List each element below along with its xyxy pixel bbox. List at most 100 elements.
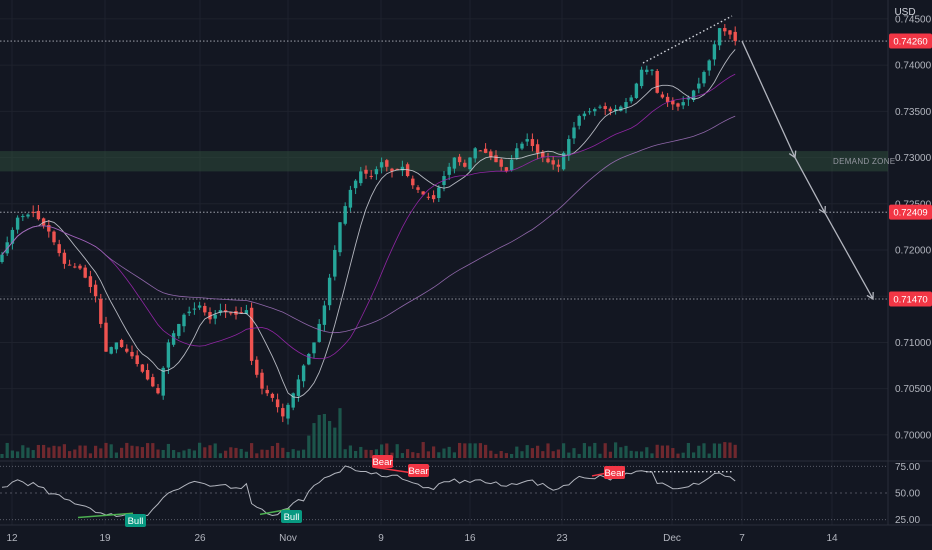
candle-body — [379, 162, 384, 168]
candle-body — [197, 305, 202, 308]
candle-body — [587, 111, 592, 113]
volume-bar — [385, 443, 389, 458]
candle-body — [322, 305, 327, 325]
candle-body — [489, 151, 493, 158]
candle-body — [156, 387, 160, 394]
volume-bar — [588, 446, 592, 458]
volume-bar — [380, 444, 384, 458]
price-label-value: 0.72409 — [893, 208, 927, 219]
volume-bar — [156, 449, 160, 458]
candle-body — [509, 159, 514, 170]
projection-arrow-line — [824, 212, 874, 300]
volume-bar — [166, 443, 170, 458]
volume-bar — [629, 450, 633, 458]
volume-bar — [317, 414, 321, 458]
volume-bar — [250, 443, 254, 458]
volume-bar — [52, 445, 56, 458]
candle-body — [608, 108, 613, 112]
volume-bar — [343, 449, 347, 458]
volume-bar — [151, 443, 155, 458]
candle-body — [47, 225, 51, 232]
time-axis[interactable]: 12 19 26 Nov 9 16 23 Dec 7 14 — [6, 533, 838, 544]
volume-bar — [374, 449, 378, 458]
volume-bar — [21, 445, 25, 458]
volume-bar — [666, 445, 670, 458]
candle-body — [385, 160, 389, 167]
volume-bar — [296, 450, 300, 458]
rsi-axis[interactable]: 75.00 50.00 25.00 — [895, 462, 920, 526]
volume-bar — [458, 442, 462, 458]
signal-tag-badge — [125, 514, 146, 527]
candle-body — [561, 152, 566, 170]
candle-body — [374, 169, 379, 175]
candle-body — [93, 284, 98, 297]
price-tick-label: 0.73500 — [895, 107, 932, 118]
time-tick-label: 7 — [739, 533, 745, 544]
volume-bar — [10, 450, 14, 458]
volume-bar — [577, 453, 581, 458]
candle-body — [26, 214, 30, 217]
volume-bar — [463, 443, 467, 458]
time-tick-label: Dec — [663, 533, 681, 544]
candle-body — [265, 389, 269, 394]
volume-bar — [681, 452, 685, 458]
volume-bar — [218, 453, 222, 458]
candle-body — [400, 166, 405, 171]
volume-bar — [62, 444, 66, 458]
volume-bar — [42, 444, 46, 458]
candle-body — [681, 102, 685, 106]
candle-body — [390, 168, 394, 172]
candle-body — [260, 372, 264, 389]
volume-bar — [161, 449, 165, 458]
price-label-value: 0.71470 — [893, 294, 927, 305]
volume-bar — [359, 446, 363, 458]
projection-arrow-line — [741, 40, 796, 158]
candle-body — [457, 156, 462, 163]
volume-bar — [468, 443, 472, 458]
volume-bar — [442, 448, 446, 458]
time-tick-label: 19 — [99, 533, 111, 544]
signal-tag-badge — [372, 455, 393, 468]
candle-body — [140, 364, 145, 372]
volume-bar — [707, 453, 711, 458]
candle-body — [452, 157, 457, 169]
candle-body — [229, 312, 233, 314]
candle-body — [161, 367, 165, 396]
moving-average-line — [1, 115, 736, 334]
volume-bar — [510, 453, 514, 458]
volume-bar — [671, 448, 675, 458]
volume-bar — [172, 450, 176, 458]
candle-body — [530, 139, 535, 146]
volume-bars — [0, 408, 737, 458]
candle-body — [171, 333, 176, 345]
volume-bar — [302, 449, 306, 458]
volume-bar — [640, 451, 644, 458]
candle-body — [52, 231, 56, 243]
candle-body — [99, 298, 103, 324]
volume-bar — [515, 446, 519, 458]
volume-bar — [255, 453, 259, 458]
candle-body — [244, 310, 249, 314]
candle-body — [421, 191, 425, 195]
demand-zone-label: DEMAND ZONE — [833, 157, 895, 166]
candle-body — [10, 229, 15, 244]
volume-bar — [88, 453, 92, 458]
price-tick-label: 0.70500 — [895, 384, 932, 395]
candle-body — [21, 216, 25, 218]
volume-bar — [551, 451, 555, 458]
volume-bar — [244, 451, 248, 458]
dotted-trend-line — [642, 15, 733, 64]
volume-bar — [520, 451, 524, 458]
volume-bar — [603, 443, 607, 458]
candle-body — [281, 408, 285, 417]
candle-body — [483, 148, 488, 153]
candle-body — [655, 70, 659, 93]
volume-bar — [489, 450, 493, 458]
candle-body — [73, 266, 77, 268]
rsi-tick-label: 50.00 — [895, 489, 920, 500]
candle-body — [463, 162, 467, 167]
candle-body — [665, 96, 670, 103]
volume-bar — [614, 442, 618, 458]
volume-bar — [5, 442, 9, 458]
